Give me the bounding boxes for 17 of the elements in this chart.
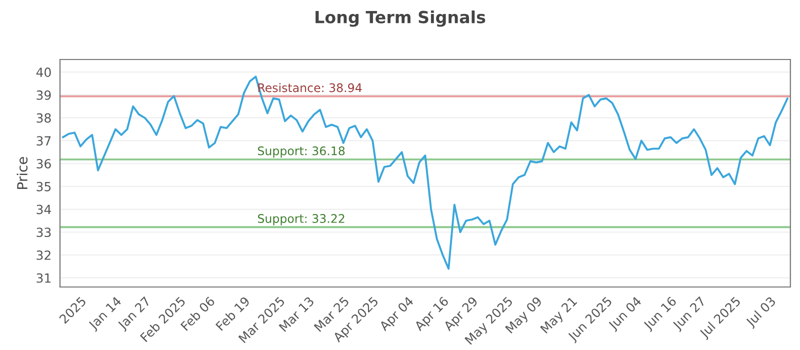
- y-tick-label: 38: [36, 113, 51, 123]
- y-tick-label: 39: [36, 90, 51, 100]
- x-tick-label: Jul 03: [744, 296, 778, 329]
- y-tick-label: 33: [36, 228, 51, 238]
- y-tick-label: 32: [36, 250, 50, 260]
- ref-line-label: Support: 36.18: [258, 146, 345, 158]
- x-tick-label: Apr 04: [378, 296, 416, 334]
- y-axis-title: Price: [16, 157, 28, 189]
- ref-line-label: Support: 33.22: [258, 214, 344, 226]
- y-tick-label: 40: [36, 68, 51, 77]
- y-tick-label: 34: [36, 204, 51, 214]
- y-tick-label: 37: [36, 136, 51, 146]
- y-tick-label: 35: [36, 182, 51, 192]
- line-series: [62, 76, 788, 270]
- chart-title: Long Term Signals: [316, 10, 486, 27]
- y-tick-label: 36: [36, 159, 51, 168]
- y-tick-label: 31: [36, 273, 51, 283]
